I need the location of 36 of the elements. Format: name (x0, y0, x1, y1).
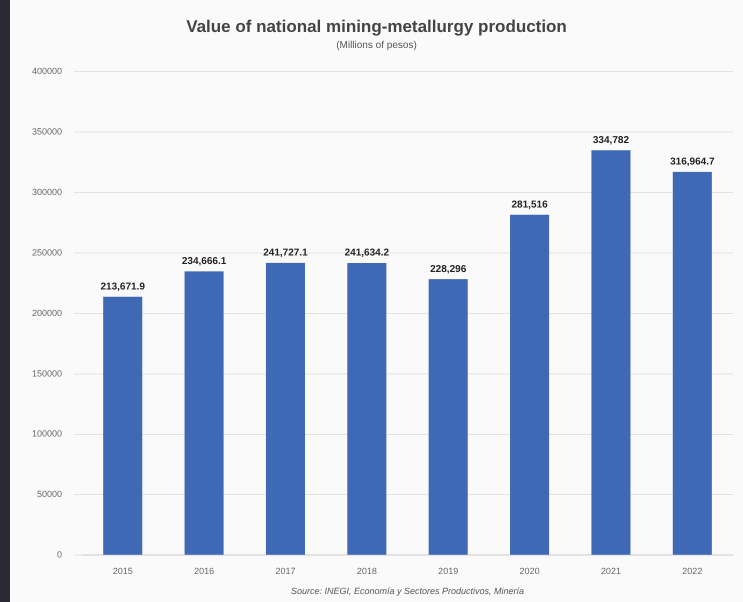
data-label: 316,964.7 (670, 156, 715, 168)
bar (510, 214, 550, 555)
data-label: 228,296 (430, 264, 467, 275)
x-tick-label: 2021 (600, 566, 621, 576)
chart-subtitle: (Millions of pesos) (336, 40, 417, 52)
x-tick-label: 2017 (275, 566, 296, 576)
x-tick-label: 2022 (682, 566, 702, 576)
bar (266, 262, 305, 555)
bar (591, 150, 630, 555)
data-label: 241,727.1 (263, 248, 308, 259)
source-note: Source: INEGI, Economía y Sectores Productivos, Minería (290, 586, 524, 596)
x-tick-label: 2020 (520, 566, 540, 576)
bar (428, 279, 468, 555)
bar (672, 172, 712, 555)
y-tick-label: 100000 (32, 428, 62, 439)
bar (184, 271, 224, 555)
data-label: 213,671.9 (100, 282, 146, 293)
x-tick-label: 2019 (438, 566, 458, 576)
y-tick-label: 200000 (32, 308, 62, 318)
data-label: 234,666.1 (182, 256, 227, 268)
chart-title: Value of national mining-metallurgy production (186, 16, 567, 36)
y-tick-label: 400000 (32, 66, 62, 76)
x-tick-label: 2018 (356, 566, 377, 576)
data-label: 241,634.2 (344, 248, 390, 259)
y-tick-label: 250000 (32, 247, 62, 258)
y-tick-label: 50000 (37, 489, 62, 500)
bar (103, 296, 142, 555)
data-label: 334,782 (592, 135, 630, 146)
y-tick-label: 350000 (32, 126, 62, 136)
y-tick-label: 150000 (32, 368, 62, 378)
data-label: 281,516 (511, 199, 548, 210)
bar (347, 262, 386, 555)
x-tick-label: 2016 (194, 566, 214, 576)
y-tick-label: 300000 (32, 186, 62, 197)
y-tick-label: 0 (57, 550, 62, 560)
x-tick-label: 2015 (112, 566, 133, 576)
